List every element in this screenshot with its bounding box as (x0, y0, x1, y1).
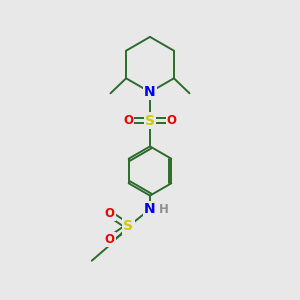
Text: N: N (144, 85, 156, 99)
Text: O: O (167, 114, 177, 127)
Text: O: O (105, 207, 115, 220)
Text: H: H (159, 202, 168, 216)
Text: S: S (123, 220, 134, 233)
Text: O: O (123, 114, 134, 127)
Text: O: O (105, 232, 115, 246)
Text: S: S (145, 114, 155, 128)
Text: N: N (144, 202, 156, 216)
